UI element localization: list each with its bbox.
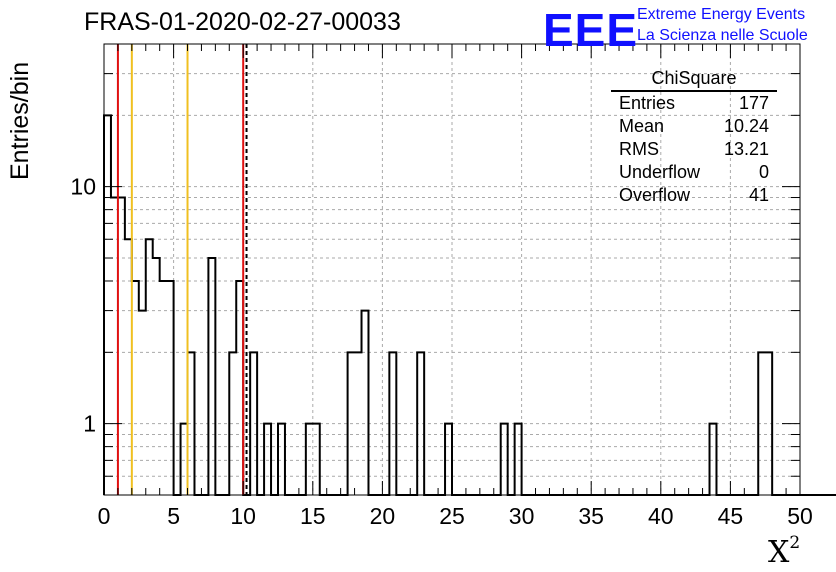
x-axis-label-base: X — [768, 535, 790, 570]
histogram-bin — [355, 352, 362, 495]
x-tick-label: 5 — [167, 503, 180, 529]
histogram-bin — [264, 424, 271, 495]
histogram-bin — [146, 239, 153, 495]
x-axis-label: X2 — [768, 533, 801, 570]
x-tick-label: 50 — [787, 503, 813, 529]
stats-value: 13.21 — [723, 139, 769, 159]
histogram-bin — [389, 352, 396, 495]
histogram-bin — [188, 352, 195, 495]
histogram-bin — [236, 281, 243, 495]
histogram-bin — [118, 198, 125, 495]
x-tick-label: 30 — [509, 503, 535, 529]
histogram-bin — [104, 115, 111, 495]
stats-value: 41 — [748, 185, 769, 205]
histogram-bin — [229, 352, 236, 495]
x-tick-label: 25 — [439, 503, 465, 529]
histogram-bin — [501, 424, 508, 495]
histogram-bin — [348, 352, 355, 495]
x-tick-label: 20 — [370, 503, 396, 529]
histogram-bin — [515, 424, 522, 495]
stats-value: 10.24 — [723, 116, 769, 136]
stats-label: Underflow — [619, 162, 701, 182]
stats-row-overflow: Overflow 41 — [611, 184, 777, 207]
x-tick-label: 35 — [578, 503, 604, 529]
eee-logo: EEE — [543, 4, 639, 56]
org-line-2: La Scienza nelle Scuole — [637, 27, 808, 44]
x-tick-label: 40 — [648, 503, 674, 529]
histogram-bin — [181, 424, 188, 495]
stats-label: Mean — [619, 116, 665, 136]
histogram-bin — [125, 239, 132, 495]
histogram-bin — [153, 258, 160, 495]
stats-label: Entries — [619, 93, 676, 113]
stats-row-entries: Entries 177 — [611, 92, 777, 115]
histogram-bin — [160, 281, 167, 495]
stats-row-mean: Mean 10.24 — [611, 115, 777, 138]
histogram-bin — [758, 352, 765, 495]
x-tick-label: 0 — [98, 503, 111, 529]
histogram-bin — [710, 424, 717, 495]
x-axis-label-superscript: 2 — [789, 533, 801, 553]
histogram-bin — [278, 424, 285, 495]
histogram-bin — [362, 311, 369, 495]
org-line-1: Extreme Energy Events — [637, 6, 806, 23]
x-tick-label: 45 — [718, 503, 744, 529]
histogram-bin — [139, 311, 146, 495]
stats-row-rms: RMS 13.21 — [611, 138, 777, 161]
histogram-bin — [445, 424, 452, 495]
stats-box: ChiSquare Entries 177 Mean 10.24 RMS 13.21 … — [611, 66, 777, 207]
histogram-bin — [208, 258, 215, 495]
run-title: FRAS-01-2020-02-27-00033 — [84, 8, 401, 36]
y-tick-label: 1 — [83, 411, 96, 437]
stats-value: 177 — [738, 93, 769, 113]
x-tick-label: 10 — [230, 503, 256, 529]
histogram-bin — [167, 281, 174, 495]
stats-row-underflow: Underflow 0 — [611, 161, 777, 184]
histogram-bin — [417, 352, 424, 495]
stats-label: RMS — [619, 139, 659, 159]
histogram-bin — [132, 281, 139, 495]
histogram-bin — [313, 424, 320, 495]
histogram-bin — [111, 198, 118, 495]
stats-value: 0 — [758, 162, 769, 182]
x-tick-label: 15 — [300, 503, 326, 529]
histogram-bin — [765, 352, 772, 495]
y-axis-label: Entries/bin — [6, 61, 34, 180]
stats-title: ChiSquare — [611, 66, 777, 92]
histogram-bin — [250, 352, 257, 495]
histogram-bin — [306, 424, 313, 495]
y-tick-label: 10 — [70, 174, 96, 200]
stats-label: Overflow — [619, 185, 691, 205]
org-name: Extreme Energy Events La Scienza nelle S… — [637, 4, 808, 46]
